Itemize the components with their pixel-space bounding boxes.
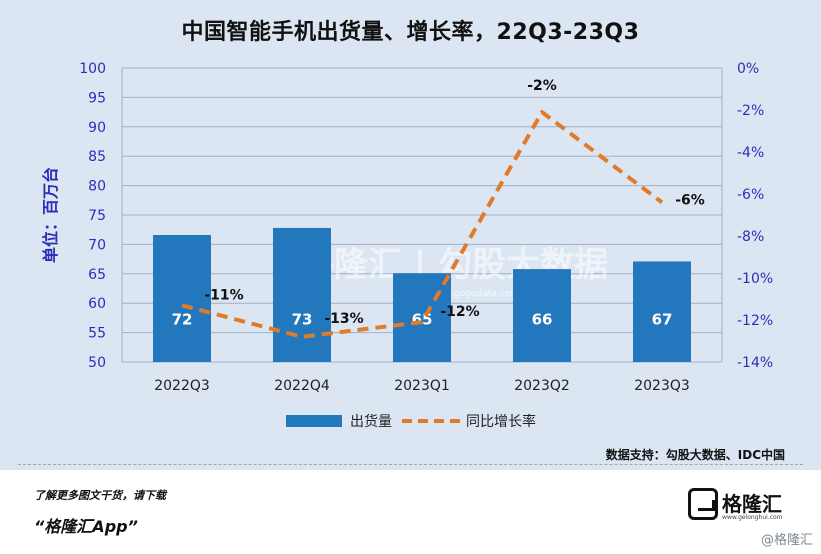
x-tick-label: 2023Q1	[394, 378, 450, 394]
bar-value-label: 72	[172, 310, 193, 328]
x-tick-label: 2023Q3	[634, 378, 690, 394]
y-tick-label: 60	[88, 296, 106, 312]
logo-name: 格隆汇	[722, 492, 782, 516]
legend-bar-label: 出货量	[350, 413, 392, 430]
bar	[513, 269, 571, 362]
line-value-label: -11%	[204, 287, 243, 303]
divider	[18, 464, 803, 465]
line-value-label: -6%	[675, 192, 705, 208]
bar-value-label: 67	[652, 310, 673, 328]
y2-tick-label: -14%	[737, 355, 773, 371]
y2-tick-label: 0%	[737, 61, 759, 77]
y-axis-title: 单位：百万台	[41, 167, 60, 263]
growth-line	[181, 110, 664, 339]
watermark: @格隆汇	[760, 533, 813, 548]
y-tick-label: 75	[88, 208, 106, 224]
line-value-label: -13%	[324, 311, 363, 327]
chart-svg: 50 55 60 65 70 75 80 85 90 95 100 -14% -12% -10% -8% -6…	[41, 61, 773, 430]
bar-value-label: 73	[292, 310, 313, 328]
y2-tick-label: -10%	[737, 271, 773, 287]
bar	[273, 227, 331, 362]
y-tick-label: 65	[88, 267, 106, 283]
bar	[153, 234, 211, 362]
bar-value-label: 66	[532, 310, 553, 328]
x-tick-label: 2022Q4	[274, 378, 330, 394]
x-tick-label: 2023Q2	[514, 378, 570, 394]
y-tick-label: 80	[88, 179, 106, 195]
y-tick-label: 95	[88, 90, 106, 106]
logo-icon	[688, 488, 718, 520]
y2-tick-label: -12%	[737, 313, 773, 329]
y2-tick-label: -8%	[737, 229, 764, 245]
y-tick-label: 85	[88, 149, 106, 165]
bar	[633, 261, 691, 362]
y2-tick-label: -4%	[737, 145, 764, 161]
logo: 格隆汇 www.gelonghui.com	[688, 488, 798, 524]
chart-watermark-url: www.gogudata.com	[430, 289, 519, 299]
y2-tick-label: -6%	[737, 187, 764, 203]
data-source: 数据支持：勾股大数据、IDC中国	[605, 448, 785, 462]
y-tick-label: 100	[79, 61, 106, 77]
footer-app-name: “格隆汇App”	[34, 517, 138, 536]
chart-panel: 中国智能手机出货量、增长率，22Q3-23Q3 50 55 60 65 70 75 80 85…	[0, 0, 821, 470]
legend-line-label: 同比增长率	[466, 413, 536, 430]
legend-bar-swatch	[286, 415, 342, 427]
line-value-label: -12%	[440, 304, 479, 320]
x-tick-label: 2022Q3	[154, 378, 210, 394]
chart-title: 中国智能手机出货量、增长率，22Q3-23Q3	[181, 20, 640, 45]
y-tick-label: 90	[88, 120, 106, 136]
y2-tick-label: -2%	[737, 103, 764, 119]
y-tick-label: 55	[88, 326, 106, 342]
y-tick-label: 50	[88, 355, 106, 371]
y-tick-label: 70	[88, 237, 106, 253]
footer-note: 了解更多图文干货，请下载	[34, 489, 166, 502]
logo-url: www.gelonghui.com	[722, 514, 783, 521]
line-value-label: -2%	[527, 78, 557, 94]
bar	[393, 273, 451, 362]
